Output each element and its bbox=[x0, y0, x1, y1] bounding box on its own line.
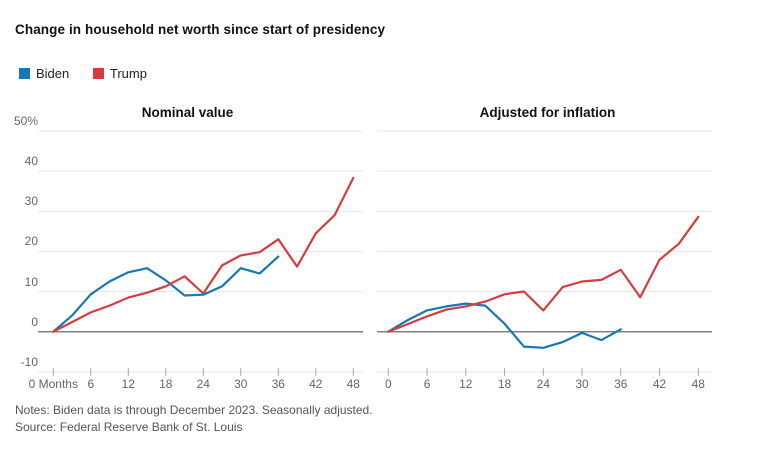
x-tick-label: 42 bbox=[309, 377, 323, 391]
y-axis-label: -10 bbox=[20, 354, 38, 369]
panel-title-nominal: Nominal value bbox=[141, 105, 234, 120]
x-tick-label: 24 bbox=[537, 377, 551, 391]
line-biden bbox=[387, 302, 622, 349]
biden-swatch-icon bbox=[19, 68, 30, 79]
chart-source: Source: Federal Reserve Bank of St. Loui… bbox=[15, 420, 243, 434]
x-tick-label: 42 bbox=[653, 377, 667, 391]
x-tick-label: 30 bbox=[234, 377, 248, 391]
line-biden bbox=[52, 255, 280, 333]
x-tick-label: 18 bbox=[498, 377, 512, 391]
legend: Biden Trump bbox=[19, 66, 167, 81]
x-tick-label: 6 bbox=[87, 377, 94, 391]
adjusted-for-inflation-chart: 0 6 12 18 24 30 36 42 48 bbox=[377, 130, 712, 391]
trump-swatch-icon bbox=[92, 68, 104, 79]
chart-title: Change in household net worth since star… bbox=[15, 22, 386, 37]
legend-item-trump: Trump bbox=[92, 66, 147, 81]
x-tick-label: 24 bbox=[197, 377, 211, 391]
x-tick-label: 12 bbox=[122, 377, 136, 391]
y-axis-label: 20 bbox=[24, 234, 38, 249]
x-tick-label: 48 bbox=[347, 377, 361, 391]
x-tick-label: 30 bbox=[575, 377, 589, 391]
x-tick-label: 36 bbox=[614, 377, 628, 391]
x-tick-label: 6 bbox=[424, 377, 431, 391]
x-tick-label: 0 bbox=[385, 377, 392, 391]
x-tick-label: 0 Months bbox=[29, 377, 78, 391]
y-axis-label: 50% bbox=[13, 113, 38, 128]
panel-title-inflation: Adjusted for inflation bbox=[479, 105, 616, 120]
legend-item-biden: Biden bbox=[19, 66, 69, 81]
y-axis-label: 40 bbox=[24, 154, 38, 169]
chart-notes: Notes: Biden data is through December 20… bbox=[15, 403, 373, 417]
legend-label-trump: Trump bbox=[109, 66, 147, 81]
y-axis-label: 10 bbox=[24, 274, 38, 289]
x-tick-label: 36 bbox=[272, 377, 286, 391]
y-axis-label: 0 bbox=[31, 314, 38, 329]
line-trump bbox=[387, 215, 700, 333]
line-trump bbox=[52, 176, 355, 333]
x-tick-label: 12 bbox=[459, 377, 473, 391]
y-axis-label: 30 bbox=[24, 194, 38, 209]
x-tick-label: 48 bbox=[692, 377, 706, 391]
x-tick-label: 18 bbox=[159, 377, 173, 391]
nominal-value-chart: 0 Months 6 12 18 24 30 36 42 48 bbox=[29, 130, 363, 391]
legend-label-biden: Biden bbox=[36, 66, 70, 81]
